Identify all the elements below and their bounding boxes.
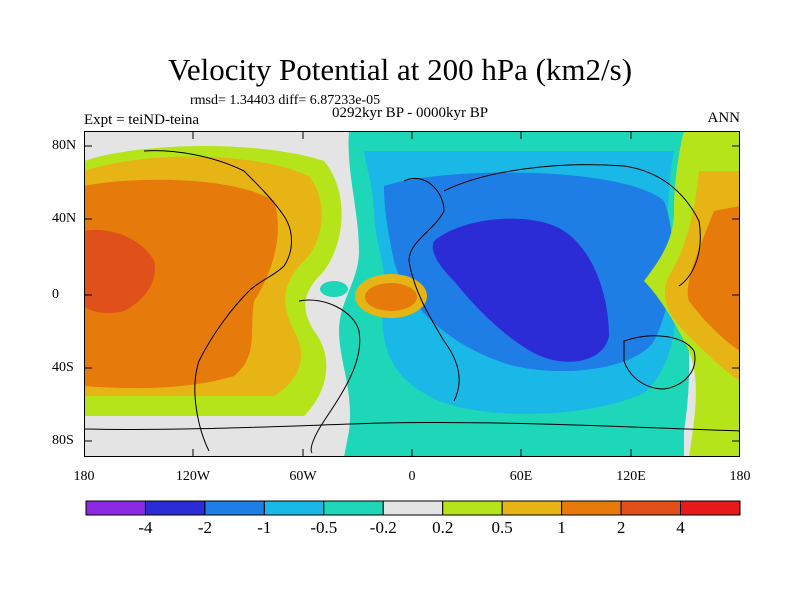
stats-label: rmsd= 1.34403 diff= 6.87233e-05 (190, 93, 381, 108)
x-tick-label-60E: 60E (509, 469, 533, 484)
colorbar-box (144, 500, 206, 516)
contour-fill-pos-2 (84, 230, 155, 314)
contour-fill-pos-east-2 (687, 206, 740, 351)
y-tick-label-40S: 40S (52, 360, 74, 375)
colorbar-label: 0.5 (491, 518, 513, 537)
colorbar-box (561, 500, 622, 516)
y-tick-label-80S: 80S (52, 433, 74, 448)
contour-fill-atlantic-max-inner (365, 283, 417, 311)
contour-fill-neg-2 (432, 218, 609, 362)
x-tick-label-180e: 180 (729, 469, 751, 484)
period-label: 0292kyr BP - 0000kyr BP (331, 105, 489, 121)
coast-antarctica (84, 421, 740, 432)
x-tick-label-180w: 180 (73, 469, 95, 484)
colorbar-label: -1 (257, 518, 272, 537)
colorbar-label: -2 (197, 518, 212, 537)
colorbar-box (204, 500, 265, 516)
coast-north-america (143, 150, 292, 452)
colorbar-label: 1 (557, 518, 566, 537)
colorbar-label: -0.5 (310, 518, 338, 537)
contour-fill-atlantic-min (320, 281, 348, 297)
colorbar-box (501, 500, 563, 516)
colorbar-box (263, 500, 325, 516)
x-tick-label-60W: 60W (289, 469, 317, 484)
colorbar-box (680, 500, 741, 516)
colorbar-box (323, 500, 384, 516)
colorbar-box (620, 500, 682, 516)
contour-fill-pos-1 (84, 179, 278, 389)
coast-australia (623, 335, 696, 390)
map-plot (84, 131, 740, 457)
y-tick-label-0: 0 (52, 287, 59, 302)
colorbar-box (382, 500, 444, 516)
colorbar-label: 0.2 (432, 518, 454, 537)
coast-south-america (298, 299, 361, 454)
axis-ticks (84, 131, 740, 457)
colorbar-label: -4 (138, 518, 153, 537)
coast-asia (443, 164, 701, 287)
colorbar-box (85, 500, 146, 516)
coast-europe-africa (403, 177, 460, 402)
colorbar-label: 2 (616, 518, 626, 537)
season-label: ANN (707, 110, 741, 126)
plot-title: Velocity Potential at 200 hPa (km2/s) (167, 52, 633, 87)
contour-fills (84, 131, 740, 457)
colorbar-label: 4 (676, 518, 685, 537)
colorbar (85, 500, 741, 516)
experiment-label: Expt = teiND-teina (84, 112, 200, 128)
x-tick-label-0: 0 (408, 469, 416, 484)
colorbar-box (442, 500, 503, 516)
x-tick-label-120E: 120E (616, 469, 646, 484)
y-tick-label-40N: 40N (52, 211, 77, 226)
coastlines (84, 150, 740, 454)
y-tick-label-80N: 80N (52, 138, 77, 153)
x-tick-label-120W: 120W (175, 469, 211, 484)
colorbar-label: -0.2 (369, 518, 397, 537)
